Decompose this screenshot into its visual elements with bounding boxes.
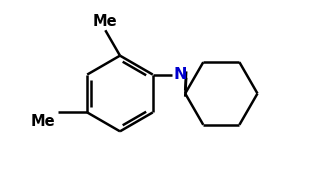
Text: N: N — [173, 67, 187, 82]
Text: Me: Me — [93, 14, 118, 29]
Text: Me: Me — [31, 114, 56, 129]
